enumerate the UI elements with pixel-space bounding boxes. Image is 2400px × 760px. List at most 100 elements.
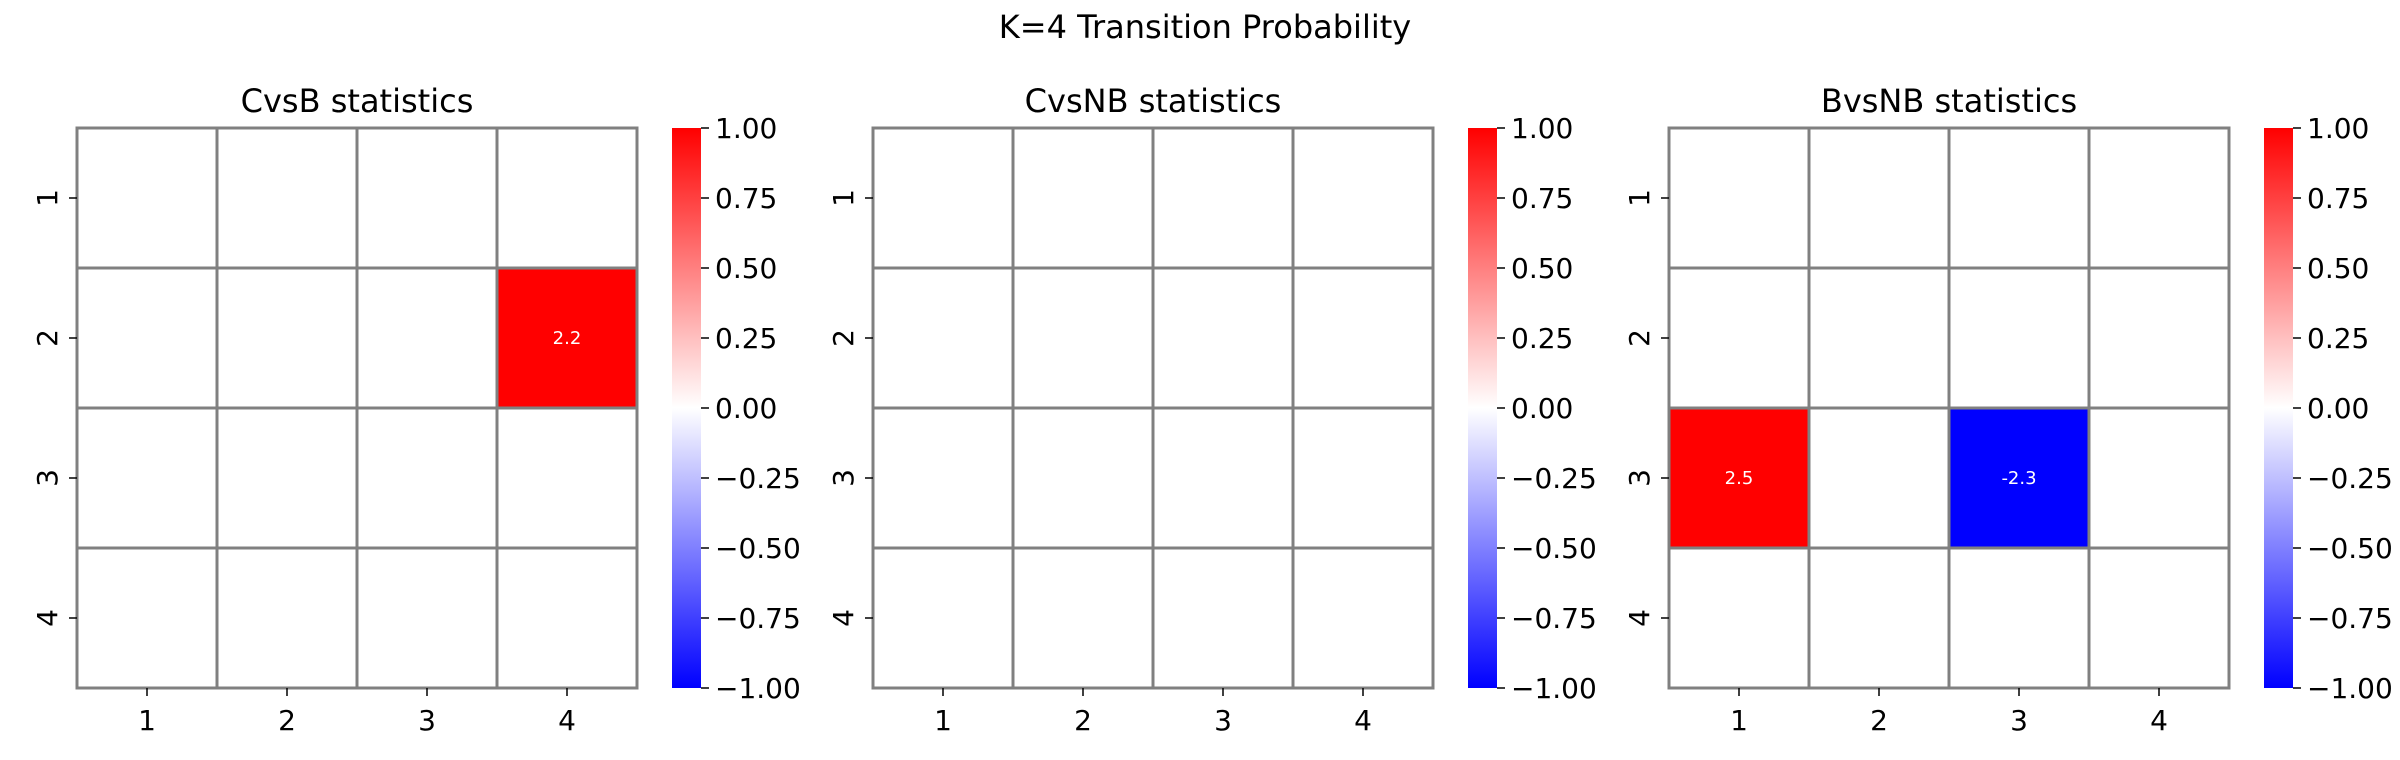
heatmap-cell	[1807, 126, 1951, 270]
colorbar-tick-label: 0.00	[715, 392, 777, 425]
heatmap-cell	[75, 266, 219, 410]
y-tick-label: 4	[827, 609, 860, 627]
colorbar-tick-label: 1.00	[1511, 112, 1573, 145]
x-tick-label: 1	[1730, 704, 1748, 737]
colorbar-tick-label: −0.50	[1511, 532, 1597, 565]
heatmap-cell	[2087, 546, 2231, 690]
heatmap-cell	[871, 126, 1015, 270]
cell-annotation: -2.3	[2001, 468, 2036, 489]
heatmap-cell	[871, 546, 1015, 690]
x-tick-label: 2	[278, 704, 296, 737]
heatmap-cell	[215, 266, 359, 410]
heatmap-cell	[355, 126, 499, 270]
x-tick-label: 1	[934, 704, 952, 737]
heatmap-cell	[1151, 266, 1295, 410]
y-tick-label: 2	[31, 329, 64, 347]
y-tick-label: 4	[1623, 609, 1656, 627]
heatmap-cell	[215, 546, 359, 690]
heatmap-cell	[1667, 266, 1811, 410]
y-tick-label: 2	[827, 329, 860, 347]
x-tick-label: 3	[418, 704, 436, 737]
x-tick-label: 4	[1354, 704, 1372, 737]
cell-annotation: 2.5	[1725, 468, 1754, 489]
y-tick-label: 3	[827, 469, 860, 487]
heatmap-cell	[1947, 266, 2091, 410]
heatmap-cell	[1011, 266, 1155, 410]
y-tick-label: 1	[31, 189, 64, 207]
colorbar-tick-label: 0.75	[2307, 182, 2369, 215]
colorbar-tick-label: 0.75	[715, 182, 777, 215]
colorbar-tick-label: 0.25	[715, 322, 777, 355]
heatmap-cell	[1151, 546, 1295, 690]
heatmap-cell	[1011, 546, 1155, 690]
heatmap-cell	[2087, 126, 2231, 270]
heatmap-cell	[1807, 406, 1951, 550]
panel-title: CvsNB statistics	[1025, 82, 1282, 120]
heatmap-cell	[1151, 126, 1295, 270]
colorbar-tick-label: 0.00	[2307, 392, 2369, 425]
y-tick-label: 1	[1623, 189, 1656, 207]
heatmap-cell	[1807, 266, 1951, 410]
x-tick-label: 4	[558, 704, 576, 737]
heatmap-cell	[1947, 126, 2091, 270]
heatmap-cell	[1011, 126, 1155, 270]
colorbar	[1468, 128, 1497, 688]
colorbar	[2264, 128, 2293, 688]
heatmap-cell	[1807, 546, 1951, 690]
x-tick-label: 1	[138, 704, 156, 737]
heatmap-cell	[495, 546, 639, 690]
heatmap-cell	[871, 266, 1015, 410]
colorbar-tick-label: 0.75	[1511, 182, 1573, 215]
heatmap-panel: BvsNB statistics 2.5 -2.3 1 2 3 4 1 2 3 4 1.00 0.75 0…	[1623, 82, 2393, 737]
x-tick-label: 3	[2010, 704, 2028, 737]
heatmap-cell	[871, 406, 1015, 550]
heatmap-cell	[1291, 546, 1435, 690]
y-tick-label: 4	[31, 609, 64, 627]
y-tick-label: 2	[1623, 329, 1656, 347]
heatmap-cell	[75, 406, 219, 550]
heatmap-cell	[355, 546, 499, 690]
heatmap-cell	[75, 126, 219, 270]
cell-annotation: 2.2	[553, 328, 582, 349]
colorbar-tick-label: 0.25	[2307, 322, 2369, 355]
heatmap-panel: CvsNB statistics 1 2 3 4 1 2 3 4 1.00 0.75 0.50 0.25…	[827, 82, 1597, 737]
colorbar-tick-label: −0.50	[715, 532, 801, 565]
panels: CvsB statistics 2.2 1 2 3 4 1 2 3 4 1.00 0.75 0.50 0.…	[31, 82, 2393, 737]
heatmap-cell	[1947, 546, 2091, 690]
x-tick-label: 2	[1074, 704, 1092, 737]
heatmap-cell	[1011, 406, 1155, 550]
heatmap-cell	[495, 406, 639, 550]
heatmap-cell	[215, 126, 359, 270]
colorbar-tick-label: −0.75	[1511, 602, 1597, 635]
panel-title: CvsB statistics	[241, 82, 474, 120]
colorbar	[672, 128, 701, 688]
heatmap-cell	[75, 546, 219, 690]
heatmap-cell	[355, 406, 499, 550]
colorbar-tick-label: −0.25	[715, 462, 801, 495]
colorbar-tick-label: −0.50	[2307, 532, 2393, 565]
colorbar-tick-label: 0.50	[715, 252, 777, 285]
colorbar-tick-label: 1.00	[2307, 112, 2369, 145]
heatmap-cell	[215, 406, 359, 550]
y-tick-label: 1	[827, 189, 860, 207]
colorbar-tick-label: −0.25	[1511, 462, 1597, 495]
heatmap-cell	[1667, 406, 1811, 550]
colorbar-tick-label: −0.75	[715, 602, 801, 635]
colorbar-tick-label: −0.75	[2307, 602, 2393, 635]
heatmap-cell	[1667, 546, 1811, 690]
y-tick-label: 3	[1623, 469, 1656, 487]
heatmap-cell	[495, 126, 639, 270]
heatmap-panel: CvsB statistics 2.2 1 2 3 4 1 2 3 4 1.00 0.75 0.50 0.…	[31, 82, 801, 737]
heatmap-cell	[1291, 406, 1435, 550]
colorbar-tick-label: −1.00	[715, 672, 801, 705]
figure-title: K=4 Transition Probability	[999, 8, 1411, 46]
y-tick-label: 3	[31, 469, 64, 487]
heatmap-cell	[495, 266, 639, 410]
x-tick-label: 2	[1870, 704, 1888, 737]
x-tick-label: 3	[1214, 704, 1232, 737]
colorbar-tick-label: −0.25	[2307, 462, 2393, 495]
colorbar-tick-label: −1.00	[1511, 672, 1597, 705]
heatmap-cell	[1151, 406, 1295, 550]
panel-title: BvsNB statistics	[1821, 82, 2077, 120]
